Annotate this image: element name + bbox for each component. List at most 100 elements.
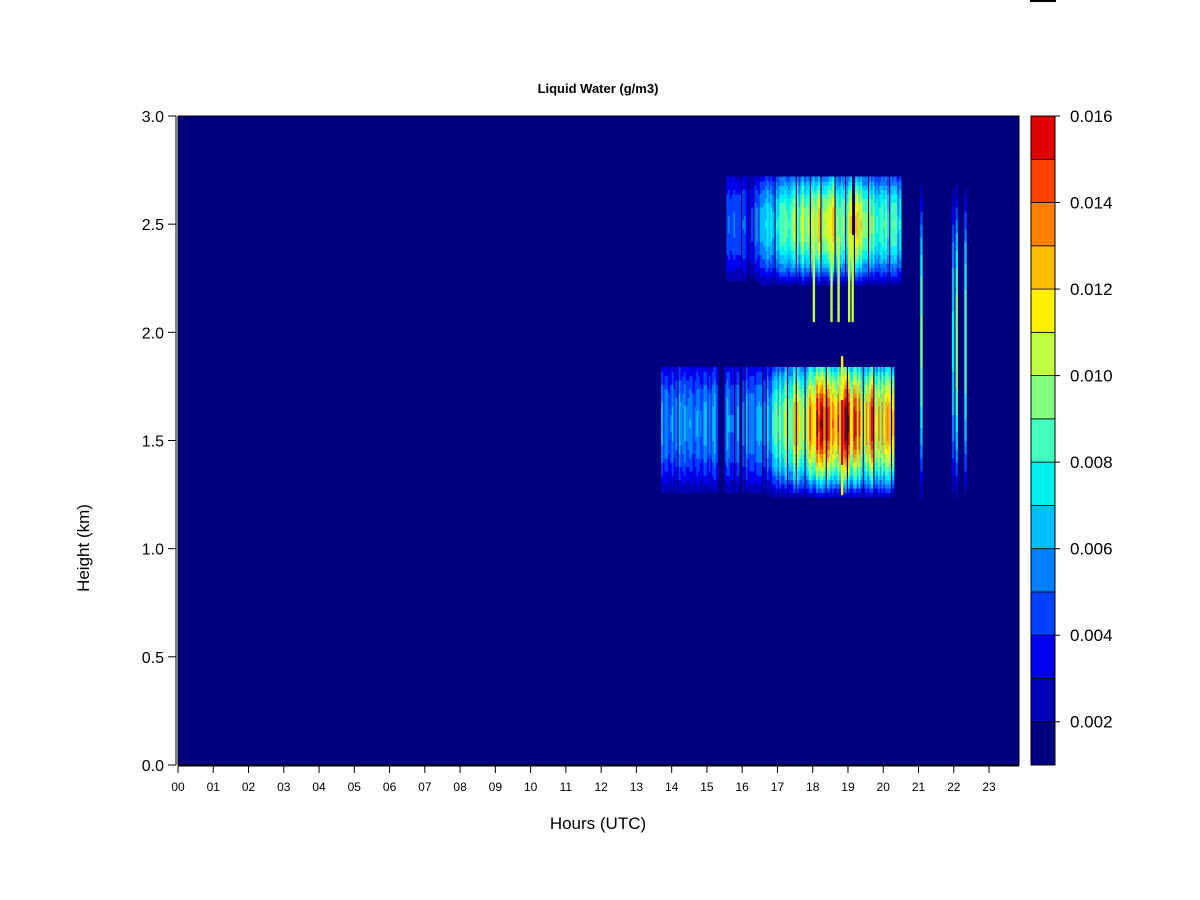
heatmap-cell — [883, 189, 886, 195]
heatmap-cell — [661, 418, 664, 424]
heatmap-cell — [749, 224, 752, 230]
heatmap-cell — [818, 250, 821, 256]
heatmap-cell — [728, 431, 731, 437]
heatmap-cell — [768, 414, 772, 420]
heatmap-cell — [812, 401, 816, 407]
heatmap-cell — [814, 224, 817, 230]
heatmap-cell — [759, 392, 763, 398]
heatmap-cell — [742, 457, 745, 463]
heatmap-cell — [758, 418, 761, 424]
heatmap-cell — [694, 405, 697, 411]
heatmap-cell — [756, 410, 759, 416]
heatmap-cell — [832, 388, 835, 394]
heatmap-cell — [715, 488, 719, 494]
heatmap-cell — [812, 219, 816, 225]
heatmap-cell — [807, 492, 810, 498]
heatmap-cell — [752, 488, 756, 494]
heatmap-cell — [832, 440, 835, 446]
heatmap-cell — [842, 267, 846, 273]
heatmap-cell — [713, 397, 717, 403]
heatmap-cell — [766, 457, 770, 463]
heatmap-cell — [825, 276, 828, 282]
heatmap-cell — [856, 457, 860, 463]
heatmap-cell — [668, 483, 671, 489]
heatmap-cell — [830, 206, 833, 212]
heatmap-cell — [772, 366, 775, 372]
heatmap-cell — [840, 189, 844, 195]
heatmap-cell — [890, 176, 893, 182]
heatmap-cell — [818, 241, 821, 247]
heatmap-cell — [805, 440, 809, 446]
heatmap-cell — [779, 479, 782, 485]
heatmap-cell — [742, 375, 745, 381]
heatmap-cell — [766, 366, 770, 372]
heatmap-cell — [664, 475, 667, 481]
heatmap-cell — [870, 189, 874, 195]
heatmap-cell — [668, 388, 671, 394]
heatmap-cell — [706, 384, 710, 390]
heatmap-cell — [802, 457, 805, 463]
heatmap-cell — [788, 492, 791, 498]
heatmap-cell — [846, 263, 849, 269]
heatmap-cell — [715, 366, 719, 372]
heatmap-cell — [810, 219, 814, 225]
heatmap-cell — [818, 366, 821, 372]
heatmap-cell — [708, 366, 712, 372]
heatmap-cell — [751, 176, 754, 182]
heatmap-cell — [796, 228, 800, 234]
heatmap-cell — [826, 215, 830, 221]
heatmap-cell — [669, 462, 673, 468]
heatmap-cell — [835, 366, 839, 372]
heatmap-cell — [712, 418, 715, 424]
heatmap-cell — [756, 228, 759, 234]
heatmap-cell — [793, 224, 796, 230]
heatmap-cell — [680, 414, 683, 420]
heatmap-cell — [885, 280, 888, 286]
heatmap-cell — [745, 375, 749, 381]
heatmap-cell — [895, 185, 898, 191]
heatmap-cell — [751, 371, 754, 377]
heatmap-cell — [821, 276, 824, 282]
heatmap-cell — [726, 462, 729, 468]
heatmap-cell — [731, 488, 734, 494]
heatmap-cell — [855, 237, 858, 243]
heatmap-cell — [809, 466, 812, 472]
heatmap-cell — [763, 375, 766, 381]
heatmap-cell — [788, 211, 791, 217]
heatmap-cell — [874, 202, 877, 208]
heatmap-cell — [735, 375, 738, 381]
heatmap-cell — [772, 449, 775, 455]
heatmap-cell — [899, 202, 902, 208]
heatmap-cell — [832, 475, 835, 481]
heatmap-cell — [685, 397, 689, 403]
heatmap-cell — [816, 254, 819, 260]
heatmap-cell — [830, 488, 833, 494]
heatmap-cell — [800, 280, 803, 286]
heatmap-cell — [833, 375, 837, 381]
heatmap-cell — [842, 466, 846, 472]
heatmap-cell — [849, 384, 853, 390]
heatmap-cell — [849, 470, 853, 476]
heatmap-cell — [669, 401, 673, 407]
heatmap-cell — [768, 457, 772, 463]
heatmap-cell — [842, 423, 846, 429]
heatmap-cell — [788, 410, 791, 416]
heatmap-cell — [842, 384, 846, 390]
heatmap-cell — [691, 379, 694, 385]
heatmap-cell — [743, 198, 747, 204]
heatmap-cell — [726, 418, 729, 424]
heatmap-cell — [842, 414, 846, 420]
heatmap-cell — [689, 427, 692, 433]
heatmap-cell — [666, 410, 669, 416]
heatmap-cell — [736, 245, 740, 251]
heatmap-cell — [893, 250, 897, 256]
heatmap-cell — [736, 427, 740, 433]
heatmap-cell — [754, 444, 757, 450]
heatmap-cell — [830, 483, 833, 489]
heatmap-cell — [788, 176, 791, 182]
heatmap-cell — [816, 241, 819, 247]
heatmap-cell — [818, 431, 821, 437]
heatmap-cell — [788, 267, 791, 273]
heatmap-cell — [818, 271, 821, 277]
heatmap-cell — [751, 440, 754, 446]
